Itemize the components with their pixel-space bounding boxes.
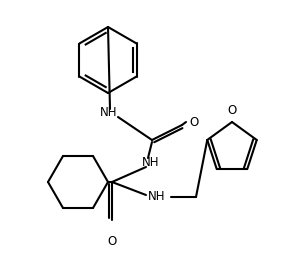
Text: NH: NH (142, 156, 160, 168)
Text: O: O (227, 104, 237, 117)
Text: NH: NH (148, 190, 166, 203)
Text: NH: NH (100, 107, 117, 119)
Text: O: O (107, 235, 117, 248)
Text: O: O (189, 116, 198, 128)
